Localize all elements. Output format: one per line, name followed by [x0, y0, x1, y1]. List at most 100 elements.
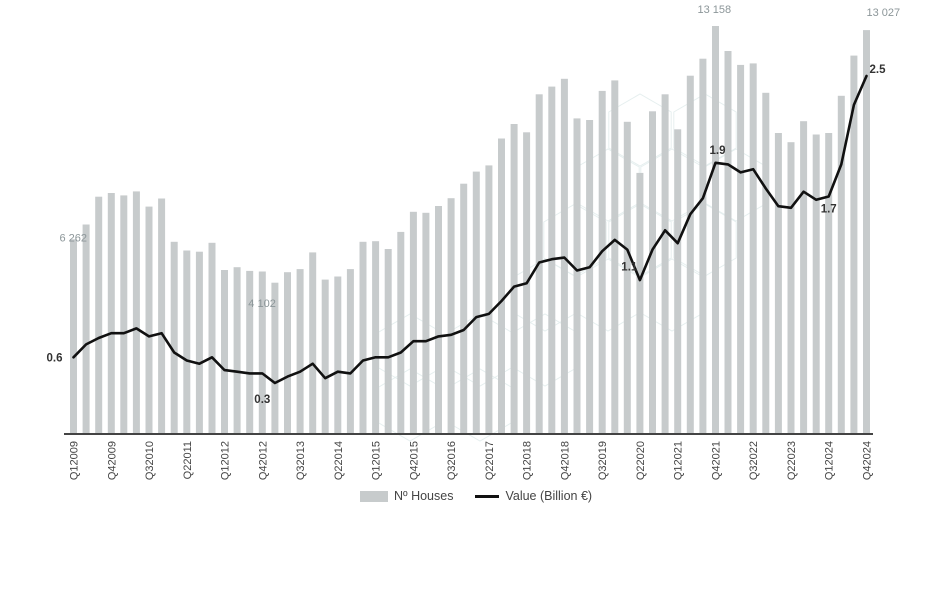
bar-Q32016	[447, 198, 455, 433]
bar-Q12024	[825, 133, 833, 433]
bar-Q12012	[221, 270, 228, 433]
tick-label-Q32022: Q32022	[748, 441, 760, 480]
bar-Q42012	[258, 271, 266, 433]
tick-label-Q32016: Q32016	[446, 441, 458, 480]
data-labels: 6 262 4 102 13 158 13 027 0.6 0.3 1.1 1.9 1.7 2.5	[47, 4, 901, 406]
bar-Q22019	[586, 120, 594, 433]
bar-Q12015	[372, 241, 380, 433]
legend-label-value: Value (Billion €)	[505, 489, 593, 503]
bar-Q42011	[208, 242, 216, 433]
line-label-Q12024: 1.7	[821, 204, 837, 216]
bar-Q42024	[863, 30, 870, 433]
bar-Q32020	[649, 111, 656, 434]
bar-Q22023	[787, 142, 795, 433]
bar-Q12022	[724, 51, 732, 433]
tick-label-Q22011: Q22011	[182, 441, 194, 479]
bar-Q12011	[170, 241, 178, 433]
bar-Q12014	[321, 279, 329, 433]
legend-swatch-line	[475, 494, 500, 498]
bar-Q22020	[636, 172, 644, 433]
bar-Q32015	[397, 231, 405, 433]
bar-Q12023	[774, 133, 782, 433]
bar-Q42009	[107, 193, 115, 433]
bar-Q12010	[120, 195, 128, 433]
tick-label-Q12015: Q12015	[371, 441, 383, 480]
bar-Q42016	[460, 183, 468, 433]
bar-Q22011	[183, 250, 191, 433]
legend-item-houses: Nº Houses	[360, 489, 453, 503]
bar-Q32017	[498, 138, 505, 433]
bar-Q22017	[485, 165, 493, 433]
line-label-Q12020: 1.1	[621, 262, 638, 274]
tick-label-Q12012: Q12012	[220, 441, 232, 480]
bar-Q12013	[271, 282, 279, 433]
bar-Q32013	[296, 269, 304, 433]
legend-item-value: Value (Billion €)	[475, 489, 592, 503]
bar-Q42014	[359, 241, 367, 433]
bar-Q22013	[284, 272, 291, 433]
bar-Q42019	[611, 80, 619, 434]
bar-Q22012	[233, 267, 241, 433]
bar-Q42023	[812, 134, 820, 433]
tick-label-Q12009: Q12009	[69, 441, 81, 480]
tick-label-Q42009: Q42009	[106, 441, 118, 480]
bar-label-Q42012: 4 102	[248, 298, 276, 310]
tick-label-Q12024: Q12024	[824, 441, 836, 480]
line-label-Q42021: 1.9	[710, 145, 726, 157]
bar-Q42022	[762, 92, 770, 434]
bar-Q12016	[422, 212, 430, 433]
bar-Q12021	[674, 129, 682, 434]
line-series-value	[72, 74, 868, 385]
tick-label-Q22014: Q22014	[333, 441, 345, 480]
bar-Q12017	[472, 171, 480, 433]
bar-Q42021	[712, 26, 719, 433]
tick-label-Q42012: Q42012	[257, 441, 269, 480]
bar-Q32024	[850, 55, 858, 433]
bar-Q22022	[737, 64, 745, 434]
legend: Nº Houses Value (Billion €)	[360, 489, 614, 503]
tick-label-Q22017: Q22017	[484, 441, 496, 480]
bar-Q42013	[309, 252, 317, 433]
bar-Q22014	[334, 276, 342, 433]
value-line	[72, 74, 868, 385]
tick-label-Q12018: Q12018	[522, 441, 534, 480]
bar-series-houses	[70, 26, 870, 434]
bar-Q42015	[409, 211, 417, 433]
legend-swatch-bar	[360, 490, 388, 502]
bar-Q12019	[573, 118, 581, 434]
bar-Q42020	[661, 94, 669, 434]
bar-Q42018	[560, 78, 568, 434]
bar-Q22009	[82, 224, 90, 433]
x-axis-tick-labels: Q12009 Q42009 Q32010 Q22011 Q12012 Q42012 Q320…	[69, 441, 874, 480]
bar-Q32023	[800, 121, 808, 433]
bar-Q22015	[384, 249, 392, 433]
tick-label-Q42021: Q42021	[711, 441, 723, 480]
bar-Q32010	[145, 206, 153, 433]
bar-label-Q12009: 6 262	[60, 232, 88, 244]
bar-Q22010	[132, 191, 140, 433]
tick-label-Q32019: Q32019	[597, 441, 609, 480]
bar-Q32019	[598, 90, 606, 434]
tick-label-Q22023: Q22023	[786, 441, 798, 480]
bar-Q32012	[246, 270, 254, 433]
bar-Q12009	[70, 239, 77, 433]
tick-label-Q42024: Q42024	[862, 441, 874, 480]
bar-Q32011	[195, 251, 203, 433]
tick-label-Q42015: Q42015	[408, 441, 420, 480]
bar-Q22024	[837, 95, 845, 434]
bar-Q42010	[158, 198, 166, 433]
bar-label-Q42021: 13 158	[698, 4, 732, 16]
tick-label-Q32013: Q32013	[295, 441, 307, 480]
watermark-hex-0	[608, 93, 672, 167]
bar-Q32022	[749, 63, 757, 434]
bar-Q32021	[699, 58, 707, 433]
bar-Q32014	[346, 269, 354, 433]
bar-Q32009	[95, 196, 103, 433]
line-label-Q12009: 0.6	[47, 352, 63, 364]
tick-label-Q22020: Q22020	[635, 441, 647, 480]
tick-label-Q12021: Q12021	[673, 441, 685, 480]
line-label-Q42024: 2.5	[870, 64, 887, 76]
bar-Q42017	[510, 124, 518, 433]
tick-label-Q32010: Q32010	[144, 441, 156, 480]
